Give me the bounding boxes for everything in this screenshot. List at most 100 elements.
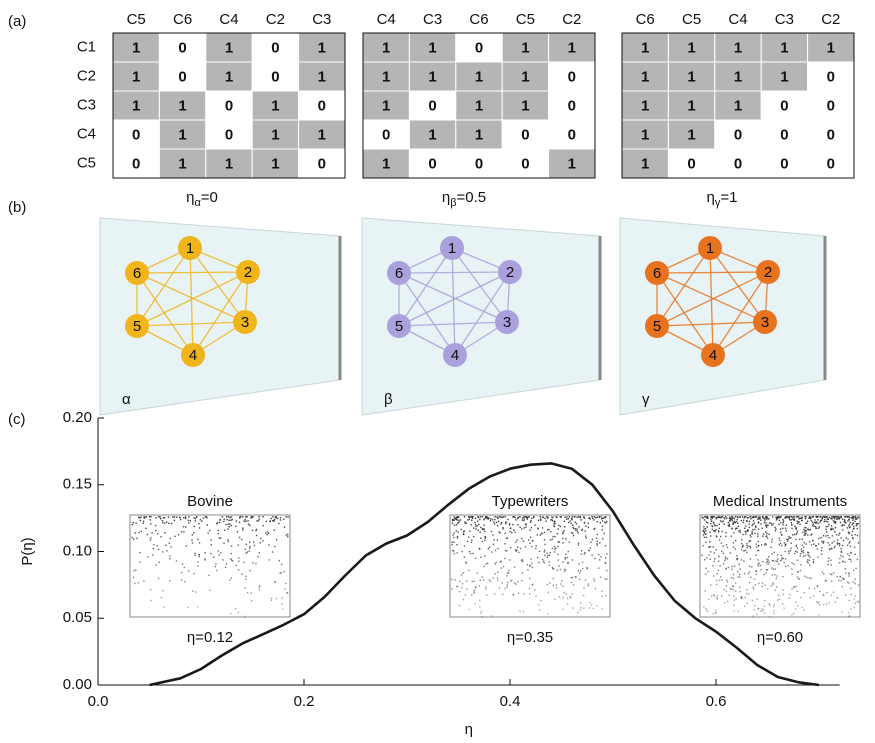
inset-dot xyxy=(538,604,539,605)
inset-dot xyxy=(242,529,243,530)
inset-dot xyxy=(226,516,227,517)
inset-dot xyxy=(546,521,547,522)
inset-dot xyxy=(497,548,498,549)
inset-dot xyxy=(506,586,507,587)
inset-dot xyxy=(599,517,600,518)
inset-dot xyxy=(713,530,714,531)
cell-value: 1 xyxy=(641,126,649,143)
inset-dot xyxy=(791,574,792,575)
inset-dot xyxy=(498,521,499,522)
inset-dot xyxy=(284,526,285,527)
inset-dot xyxy=(798,578,799,579)
inset-dot xyxy=(160,518,161,519)
inset-dot xyxy=(762,561,763,562)
inset-dot xyxy=(712,565,713,566)
inset-dot xyxy=(231,519,232,520)
x-tick-label: 0.0 xyxy=(88,693,109,710)
cell-value: 0 xyxy=(568,97,576,114)
inset-dot xyxy=(282,597,283,598)
inset-dot xyxy=(463,572,464,573)
inset-dot xyxy=(801,548,802,549)
inset-dot xyxy=(780,543,781,544)
inset-dot xyxy=(729,520,730,521)
inset-dot xyxy=(823,573,824,574)
inset-dot xyxy=(477,520,478,521)
inset-dot xyxy=(250,517,251,518)
inset-dot xyxy=(150,537,151,538)
inset-dot xyxy=(828,519,829,520)
inset-dot xyxy=(521,528,522,529)
inset-dot xyxy=(768,556,769,557)
inset-dot xyxy=(585,535,586,536)
inset-dot xyxy=(840,555,841,556)
inset-dot xyxy=(532,584,533,585)
inset-dot xyxy=(243,521,244,522)
inset-dot xyxy=(846,537,847,538)
inset-dot xyxy=(839,558,840,559)
inset-dot xyxy=(726,585,727,586)
inset-dot xyxy=(163,517,164,518)
inset-dot xyxy=(166,521,167,522)
inset-dot xyxy=(835,521,836,522)
inset-dot xyxy=(465,523,466,524)
inset-dot xyxy=(807,528,808,529)
cell-value: 0 xyxy=(568,126,576,143)
inset-dot xyxy=(241,539,242,540)
inset-dot xyxy=(556,587,557,588)
inset-dot xyxy=(142,523,143,524)
inset-dot xyxy=(816,601,817,602)
inset-dot xyxy=(558,565,559,566)
inset-dot xyxy=(522,517,523,518)
inset-dot xyxy=(750,577,751,578)
inset-dot xyxy=(185,516,186,517)
inset-dot xyxy=(454,518,455,519)
inset-dot xyxy=(807,561,808,562)
inset-dot xyxy=(550,519,551,520)
inset-dot xyxy=(546,553,547,554)
inset-dot xyxy=(490,520,491,521)
inset-dot xyxy=(463,599,464,600)
inset-dot xyxy=(459,605,460,606)
inset-dot xyxy=(806,577,807,578)
inset-dot xyxy=(790,537,791,538)
inset-dot xyxy=(711,517,712,518)
inset-dot xyxy=(808,552,809,553)
inset-dot xyxy=(467,541,468,542)
inset-dot xyxy=(500,523,501,524)
inset-dot xyxy=(767,564,768,565)
inset-dot xyxy=(539,609,540,610)
inset-dot xyxy=(538,528,539,529)
inset-dot xyxy=(718,530,719,531)
inset-dot xyxy=(593,578,594,579)
inset-dot xyxy=(554,523,555,524)
inset-dot xyxy=(759,518,760,519)
inset-dot xyxy=(733,611,734,612)
inset-dot xyxy=(758,541,759,542)
inset-dot xyxy=(791,543,792,544)
inset-dot xyxy=(468,537,469,538)
inset-dot xyxy=(484,531,485,532)
inset-dot xyxy=(472,553,473,554)
inset-dot xyxy=(484,555,485,556)
inset-dot xyxy=(470,516,471,517)
corner-letter: β xyxy=(384,391,393,408)
inset-dot xyxy=(843,540,844,541)
inset-dot xyxy=(782,524,783,525)
inset-dot xyxy=(811,520,812,521)
inset-dot xyxy=(746,593,747,594)
inset-dot xyxy=(275,517,276,518)
inset-dot xyxy=(544,544,545,545)
column-label: C3 xyxy=(775,11,794,28)
inset-dot xyxy=(218,533,219,534)
inset-dot xyxy=(834,518,835,519)
inset-dot xyxy=(756,546,757,547)
inset-dot xyxy=(507,519,508,520)
inset-dot xyxy=(707,571,708,572)
inset-dot xyxy=(805,518,806,519)
inset-dot xyxy=(269,559,270,560)
inset-dot xyxy=(547,584,548,585)
inset-dot xyxy=(772,560,773,561)
corner-letter: α xyxy=(122,391,131,408)
inset-dot xyxy=(799,539,800,540)
inset-dot xyxy=(824,519,825,520)
